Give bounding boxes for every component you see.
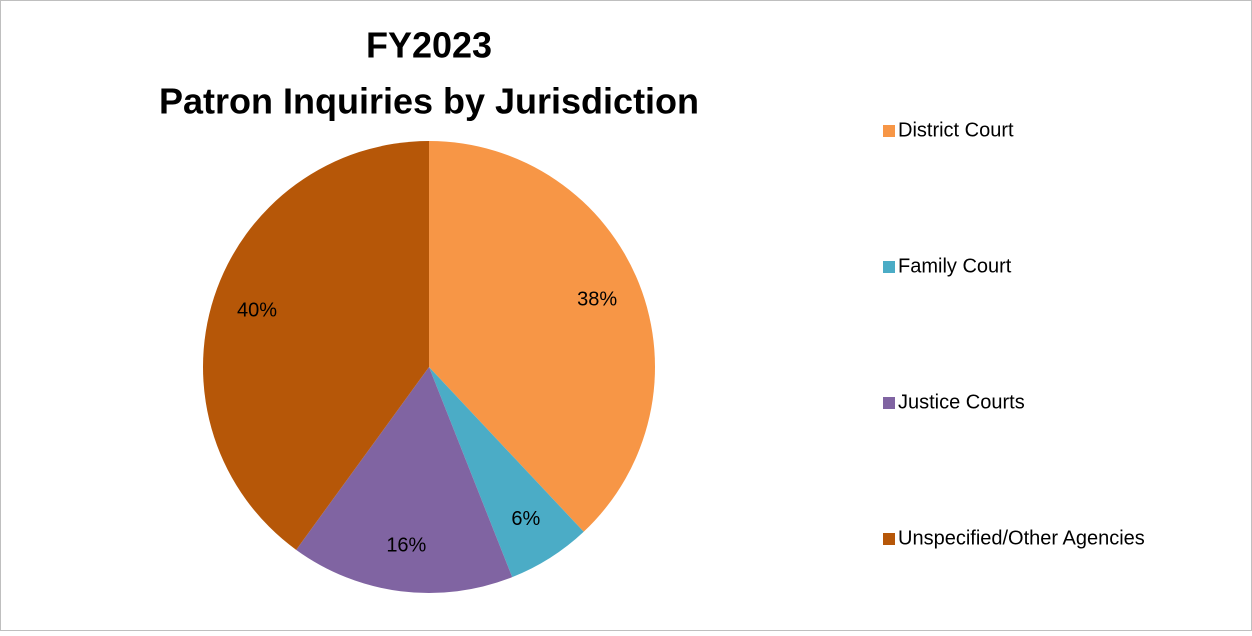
pie-slice — [296, 367, 513, 593]
chart-title: FY2023 — [366, 25, 492, 66]
legend-text: Unspecified/Other Agencies — [898, 527, 1145, 549]
chart-title: Patron Inquiries by Jurisdiction — [159, 81, 699, 122]
pie-slice — [203, 140, 429, 550]
legend-swatch — [883, 397, 895, 409]
legend-text: Justice Courts — [898, 391, 1025, 413]
pie-slice — [429, 141, 655, 532]
slice-label: 6% — [511, 508, 540, 530]
slice-label: 38% — [577, 289, 617, 311]
slice-label: 40% — [237, 299, 277, 321]
legend-text: District Court — [898, 119, 1014, 141]
legend-text: Family Court — [898, 255, 1012, 277]
pie-slice — [429, 367, 584, 578]
legend-swatch — [883, 125, 895, 137]
legend-swatch — [883, 261, 895, 273]
legend-swatch — [883, 533, 895, 545]
slice-label: 16% — [386, 535, 426, 557]
